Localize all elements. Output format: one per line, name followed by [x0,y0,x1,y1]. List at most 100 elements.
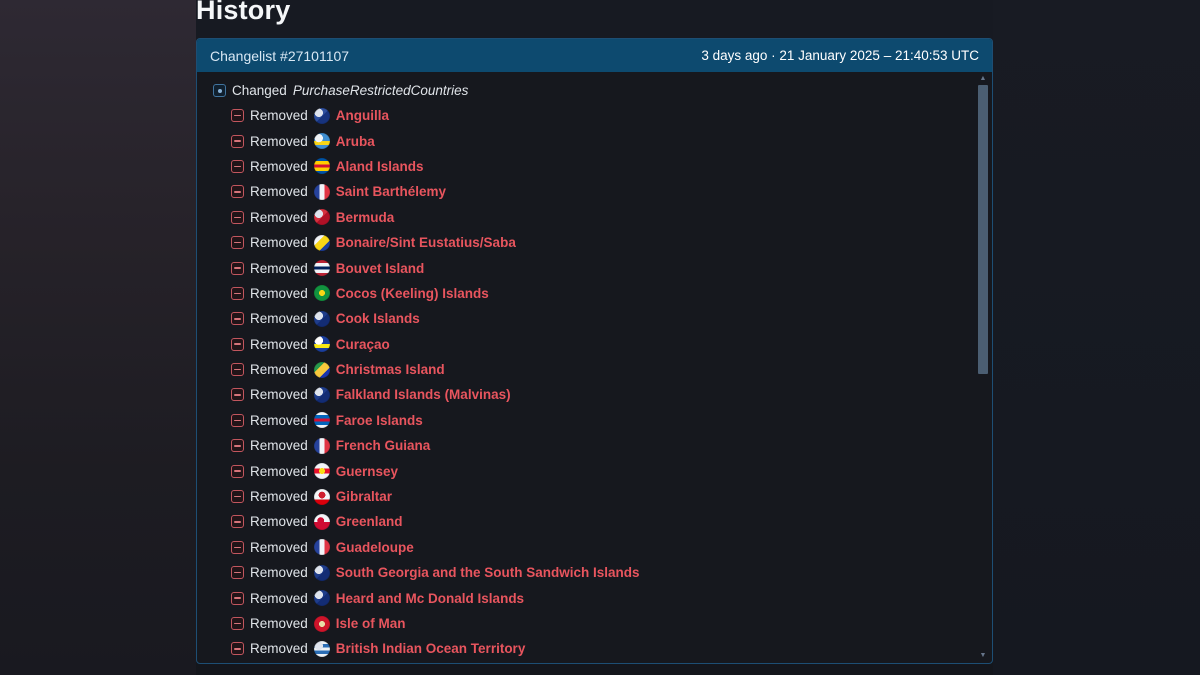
removed-country-row: Removed British Indian Ocean Territory [231,636,992,661]
removed-label: Removed [250,387,308,403]
changelist-link[interactable]: Changelist #27101107 [210,47,350,64]
removed-label: Removed [250,209,308,225]
minus-square-icon [231,134,244,148]
country-link[interactable]: Cook Islands [335,311,420,327]
main-content: History Changelist #27101107 3 days ago … [196,0,993,675]
scroll-up-icon[interactable]: ▲ [979,75,987,82]
removed-country-row: Removed South Georgia and the South Sand… [231,560,992,585]
scroll-down-icon[interactable]: ▼ [979,652,987,659]
country-link[interactable]: Anguilla [335,108,390,124]
changelist-timestamp: 3 days ago · 21 January 2025 – 21:40:53 … [701,48,979,63]
removed-country-row: Removed Bonaire/Sint Eustatius/Saba [231,230,992,255]
country-link[interactable]: Isle of Man [335,616,406,631]
removed-label: Removed [250,336,308,352]
removed-country-row: Removed Guernsey [231,458,992,483]
country-link[interactable]: Bermuda [335,209,395,225]
country-link[interactable]: Aruba [335,133,375,149]
removed-country-row: Removed Saint Barthélemy [231,179,992,204]
scrollbar-thumb[interactable] [978,85,988,374]
country-link[interactable]: Cocos (Keeling) Islands [335,285,489,301]
background-right-gutter [993,0,1200,675]
change-rows: Removed Anguilla Removed Aruba Removed A… [213,103,992,662]
country-flag-icon [313,488,330,505]
country-flag-icon [313,437,330,454]
minus-square-icon [231,540,244,554]
removed-country-row: Removed Bermuda [231,205,992,230]
removed-country-row: Removed Guadeloupe [231,535,992,560]
modified-square-icon [213,84,226,97]
country-flag-icon [313,564,330,581]
country-link[interactable]: Guadeloupe [335,539,414,555]
removed-label: Removed [250,362,308,378]
changelist-body: Changed PurchaseRestrictedCountries Remo… [197,72,992,663]
minus-square-icon [231,109,244,123]
removed-country-row: Removed Heard and Mc Donald Islands [231,585,992,610]
removed-label: Removed [250,311,308,327]
page-title: History [196,0,291,25]
minus-square-icon [231,337,244,351]
removed-country-row: Removed Anguilla [231,103,992,128]
country-flag-icon [313,463,330,480]
country-flag-icon [313,412,330,429]
country-flag-icon [313,539,330,556]
country-link[interactable]: Saint Barthélemy [335,184,447,200]
changed-label: Changed [232,83,287,98]
removed-country-row: Removed Falkland Islands (Malvinas) [231,382,992,407]
country-flag-icon [313,260,330,277]
removed-country-row: Removed Isle of Man [231,611,992,636]
minus-square-icon [231,159,244,173]
country-link[interactable]: Bonaire/Sint Eustatius/Saba [335,235,516,251]
minus-square-icon [231,464,244,478]
country-flag-icon [313,361,330,378]
removed-country-row: Removed Bouvet Island [231,255,992,280]
removed-label: Removed [250,412,308,428]
country-flag-icon [313,158,330,175]
removed-label: Removed [250,539,308,555]
removed-label: Removed [250,235,308,251]
country-link[interactable]: Christmas Island [335,362,445,378]
country-link[interactable]: Guernsey [335,463,399,479]
country-link[interactable]: British Indian Ocean Territory [335,641,526,657]
country-flag-icon [313,640,330,657]
minus-square-icon [231,439,244,453]
country-link[interactable]: Falkland Islands (Malvinas) [335,387,511,403]
country-flag-icon [313,133,330,150]
country-link[interactable]: Faroe Islands [335,412,423,428]
country-link[interactable]: South Georgia and the South Sandwich Isl… [335,565,640,581]
removed-label: Removed [250,590,308,606]
minus-square-icon [231,363,244,377]
country-flag-icon [313,590,330,607]
country-link[interactable]: Curaçao [335,336,390,352]
minus-square-icon [231,591,244,605]
vertical-scrollbar[interactable]: ▲ ▼ [977,73,989,662]
removed-label: Removed [250,158,308,174]
removed-label: Removed [250,184,308,200]
minus-square-icon [231,312,244,326]
minus-square-icon [231,617,244,630]
country-link[interactable]: French Guiana [335,438,431,454]
removed-country-row: Removed Cocos (Keeling) Islands [231,281,992,306]
country-link[interactable]: Bouvet Island [335,260,425,276]
country-flag-icon [313,107,330,124]
removed-country-row: Removed Christmas Island [231,357,992,382]
background-left-gutter [0,0,196,675]
country-link[interactable]: Aland Islands [335,158,424,174]
minus-square-icon [231,413,244,427]
removed-label: Removed [250,133,308,149]
country-link[interactable]: Greenland [335,514,403,530]
removed-country-row: Removed French Guiana [231,433,992,458]
country-link[interactable]: Gibraltar [335,489,393,505]
country-flag-icon [313,615,330,632]
changed-field-name: PurchaseRestrictedCountries [292,83,469,98]
minus-square-icon [231,566,244,580]
removed-country-row: Removed Aland Islands [231,154,992,179]
country-flag-icon [313,386,330,403]
removed-country-row: Removed Gibraltar [231,484,992,509]
country-flag-icon [313,209,330,226]
removed-label: Removed [250,285,308,301]
country-link[interactable]: Heard and Mc Donald Islands [335,590,525,606]
removed-label: Removed [250,565,308,581]
minus-square-icon [231,261,244,275]
minus-square-icon [231,286,244,300]
removed-country-row: Removed Curaçao [231,332,992,357]
